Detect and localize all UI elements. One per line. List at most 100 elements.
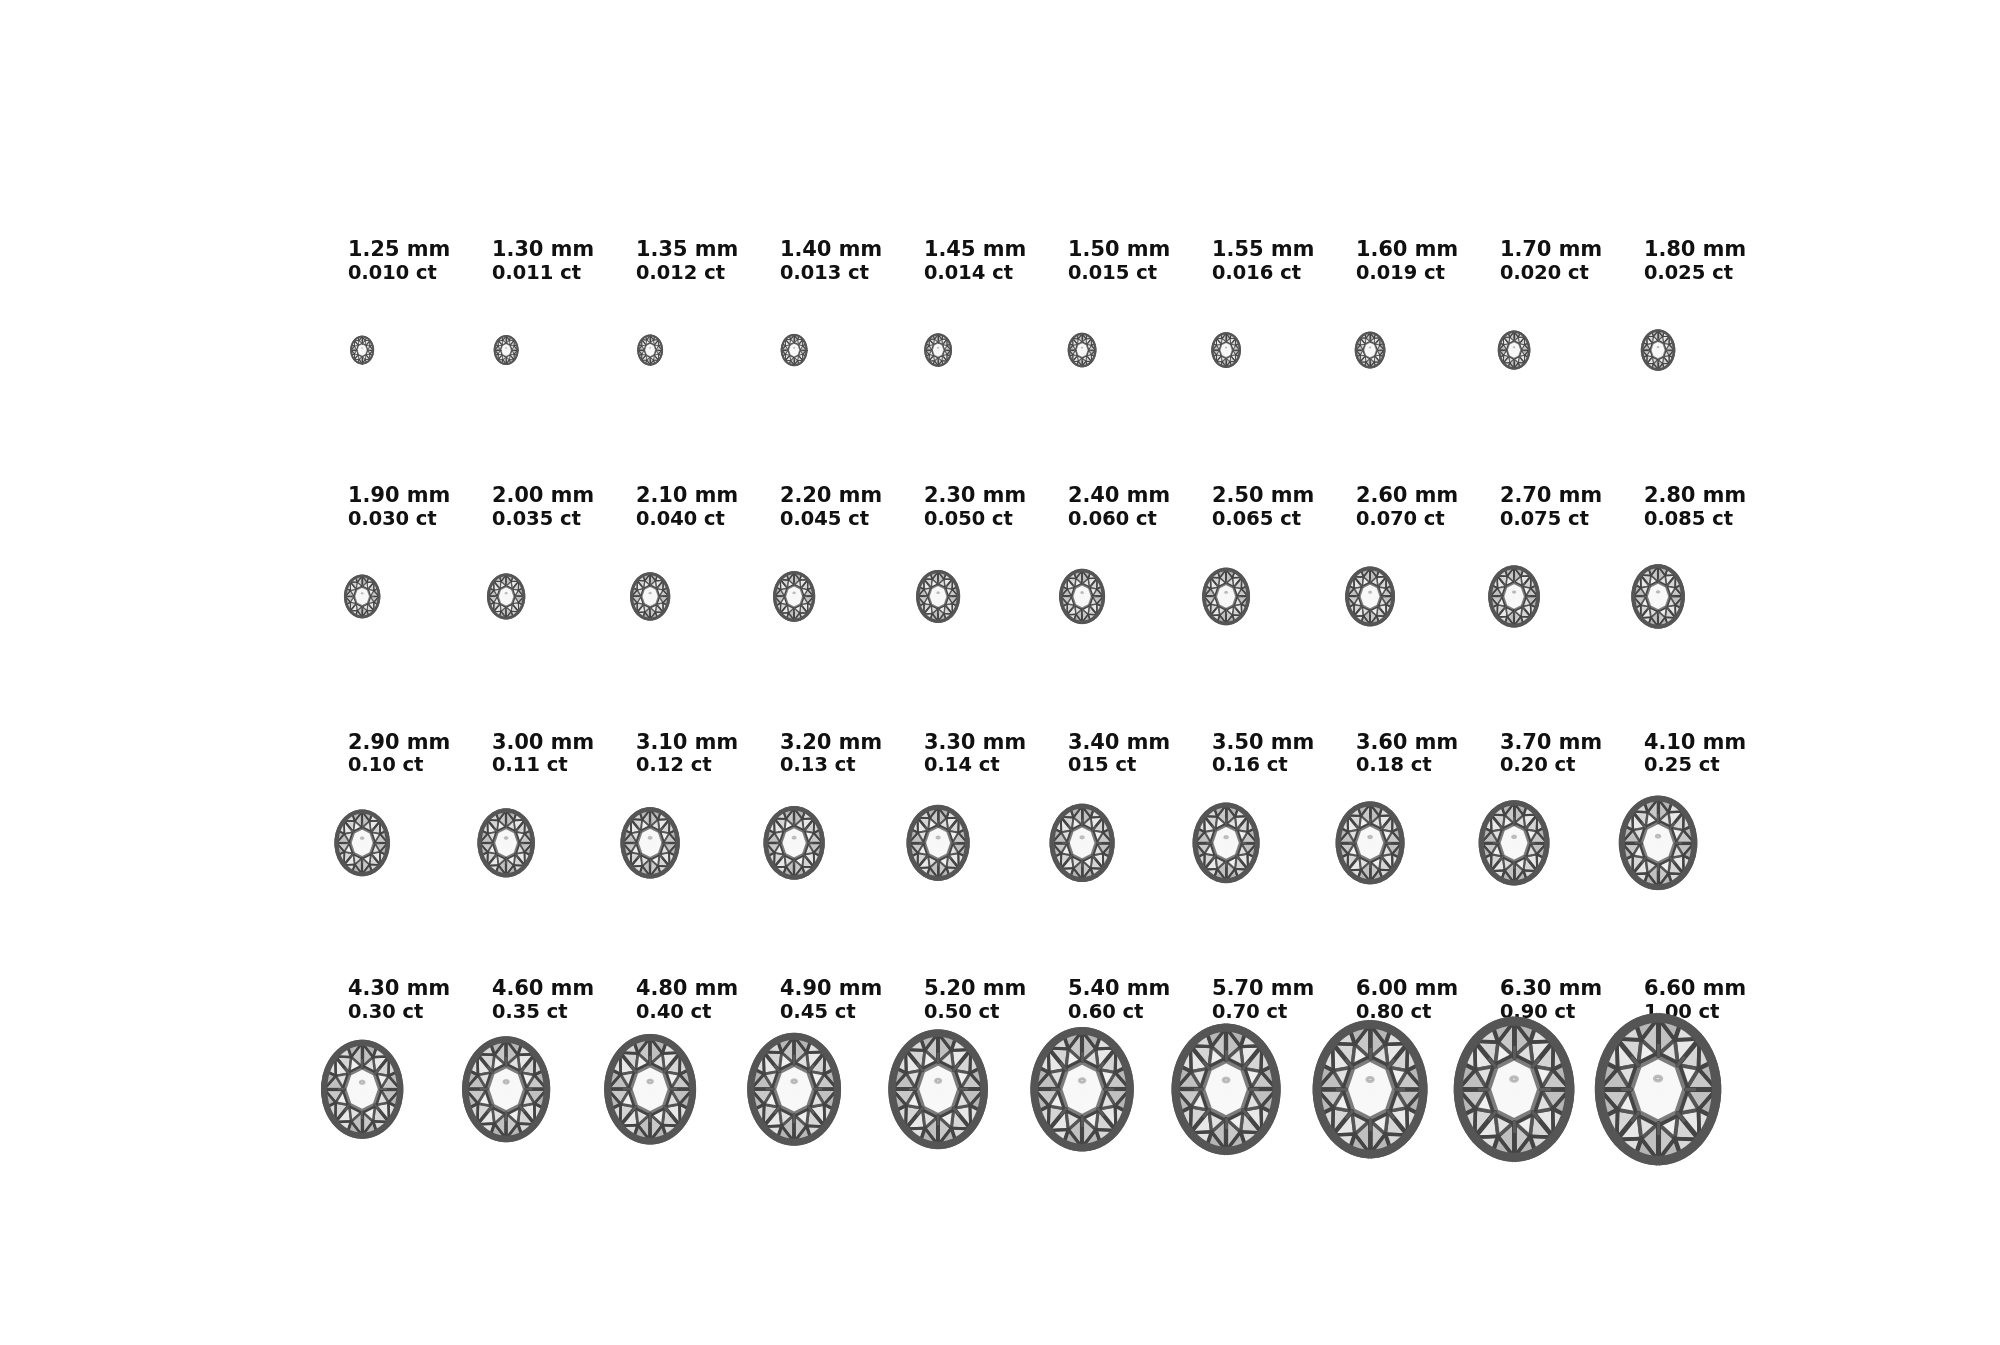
Polygon shape (922, 1108, 938, 1128)
Polygon shape (1496, 1067, 1514, 1089)
Polygon shape (664, 1072, 680, 1089)
Polygon shape (1380, 355, 1384, 362)
Polygon shape (506, 1085, 526, 1093)
Polygon shape (938, 868, 950, 878)
Polygon shape (794, 350, 798, 358)
Polygon shape (1406, 1064, 1424, 1089)
Polygon shape (1644, 336, 1648, 344)
Polygon shape (1076, 342, 1088, 358)
Polygon shape (344, 1067, 380, 1111)
Polygon shape (1206, 1132, 1226, 1151)
Polygon shape (352, 350, 356, 354)
Polygon shape (1366, 1089, 1374, 1120)
Polygon shape (512, 612, 518, 616)
Polygon shape (1364, 362, 1370, 367)
Polygon shape (1530, 831, 1546, 843)
Polygon shape (932, 596, 938, 605)
Polygon shape (808, 843, 822, 853)
Polygon shape (1666, 586, 1676, 596)
Polygon shape (526, 1075, 546, 1089)
Polygon shape (1514, 356, 1520, 363)
Polygon shape (502, 350, 506, 356)
Polygon shape (356, 611, 362, 617)
Polygon shape (1316, 1089, 1344, 1108)
Polygon shape (806, 1041, 824, 1053)
Polygon shape (362, 822, 370, 833)
Polygon shape (1658, 843, 1676, 858)
Polygon shape (790, 355, 794, 360)
Polygon shape (938, 588, 948, 596)
Polygon shape (1082, 1030, 1100, 1049)
Polygon shape (1348, 830, 1360, 843)
Polygon shape (1370, 344, 1374, 350)
Polygon shape (632, 596, 638, 605)
Polygon shape (938, 831, 948, 843)
Polygon shape (506, 612, 512, 619)
Polygon shape (510, 346, 514, 350)
Polygon shape (896, 1049, 906, 1073)
Polygon shape (764, 1126, 782, 1138)
Polygon shape (1368, 843, 1372, 862)
Polygon shape (804, 596, 814, 604)
Polygon shape (794, 1037, 806, 1064)
Polygon shape (362, 1111, 374, 1135)
Polygon shape (1356, 346, 1364, 350)
Polygon shape (1216, 596, 1226, 605)
Polygon shape (1076, 609, 1082, 623)
Polygon shape (498, 338, 502, 340)
Text: 2.80 mm: 2.80 mm (1644, 487, 1746, 506)
Polygon shape (1068, 826, 1096, 861)
Polygon shape (1196, 843, 1212, 854)
Ellipse shape (936, 837, 940, 839)
Polygon shape (494, 827, 518, 858)
Polygon shape (1514, 594, 1526, 599)
Polygon shape (650, 843, 660, 859)
Polygon shape (1514, 1089, 1534, 1122)
Polygon shape (1352, 1044, 1370, 1068)
Polygon shape (1226, 350, 1230, 358)
Polygon shape (1380, 843, 1392, 855)
Polygon shape (1204, 596, 1210, 607)
Polygon shape (1360, 816, 1370, 830)
Polygon shape (938, 596, 946, 608)
Polygon shape (1370, 616, 1378, 624)
Polygon shape (938, 843, 948, 855)
Polygon shape (352, 1042, 362, 1067)
Polygon shape (1506, 586, 1514, 596)
Polygon shape (784, 854, 794, 866)
Polygon shape (1348, 815, 1360, 830)
Polygon shape (790, 344, 794, 350)
Polygon shape (918, 586, 924, 596)
Polygon shape (776, 580, 780, 589)
Polygon shape (1640, 843, 1658, 858)
Polygon shape (1514, 568, 1524, 576)
Polygon shape (1216, 584, 1236, 609)
Polygon shape (506, 346, 512, 350)
Polygon shape (362, 594, 370, 599)
Polygon shape (1096, 833, 1112, 843)
Polygon shape (794, 596, 800, 608)
Ellipse shape (1224, 592, 1228, 593)
Polygon shape (1218, 578, 1226, 588)
Polygon shape (1222, 1060, 1230, 1089)
Polygon shape (1520, 355, 1524, 363)
Text: 2.40 mm: 2.40 mm (1068, 487, 1170, 506)
Polygon shape (1220, 609, 1226, 624)
Polygon shape (794, 594, 804, 599)
Polygon shape (1048, 1048, 1066, 1072)
Polygon shape (1636, 1018, 1658, 1040)
Polygon shape (1048, 1106, 1066, 1131)
Polygon shape (368, 582, 374, 590)
Polygon shape (356, 350, 362, 355)
Polygon shape (804, 843, 814, 854)
Polygon shape (948, 355, 950, 360)
Polygon shape (1616, 1038, 1638, 1069)
Polygon shape (892, 1089, 916, 1106)
Polygon shape (1500, 338, 1504, 344)
Polygon shape (1354, 824, 1386, 862)
Polygon shape (1474, 1041, 1496, 1069)
Polygon shape (1482, 843, 1492, 858)
Polygon shape (1364, 350, 1370, 356)
Polygon shape (1348, 604, 1354, 616)
Polygon shape (500, 586, 506, 596)
